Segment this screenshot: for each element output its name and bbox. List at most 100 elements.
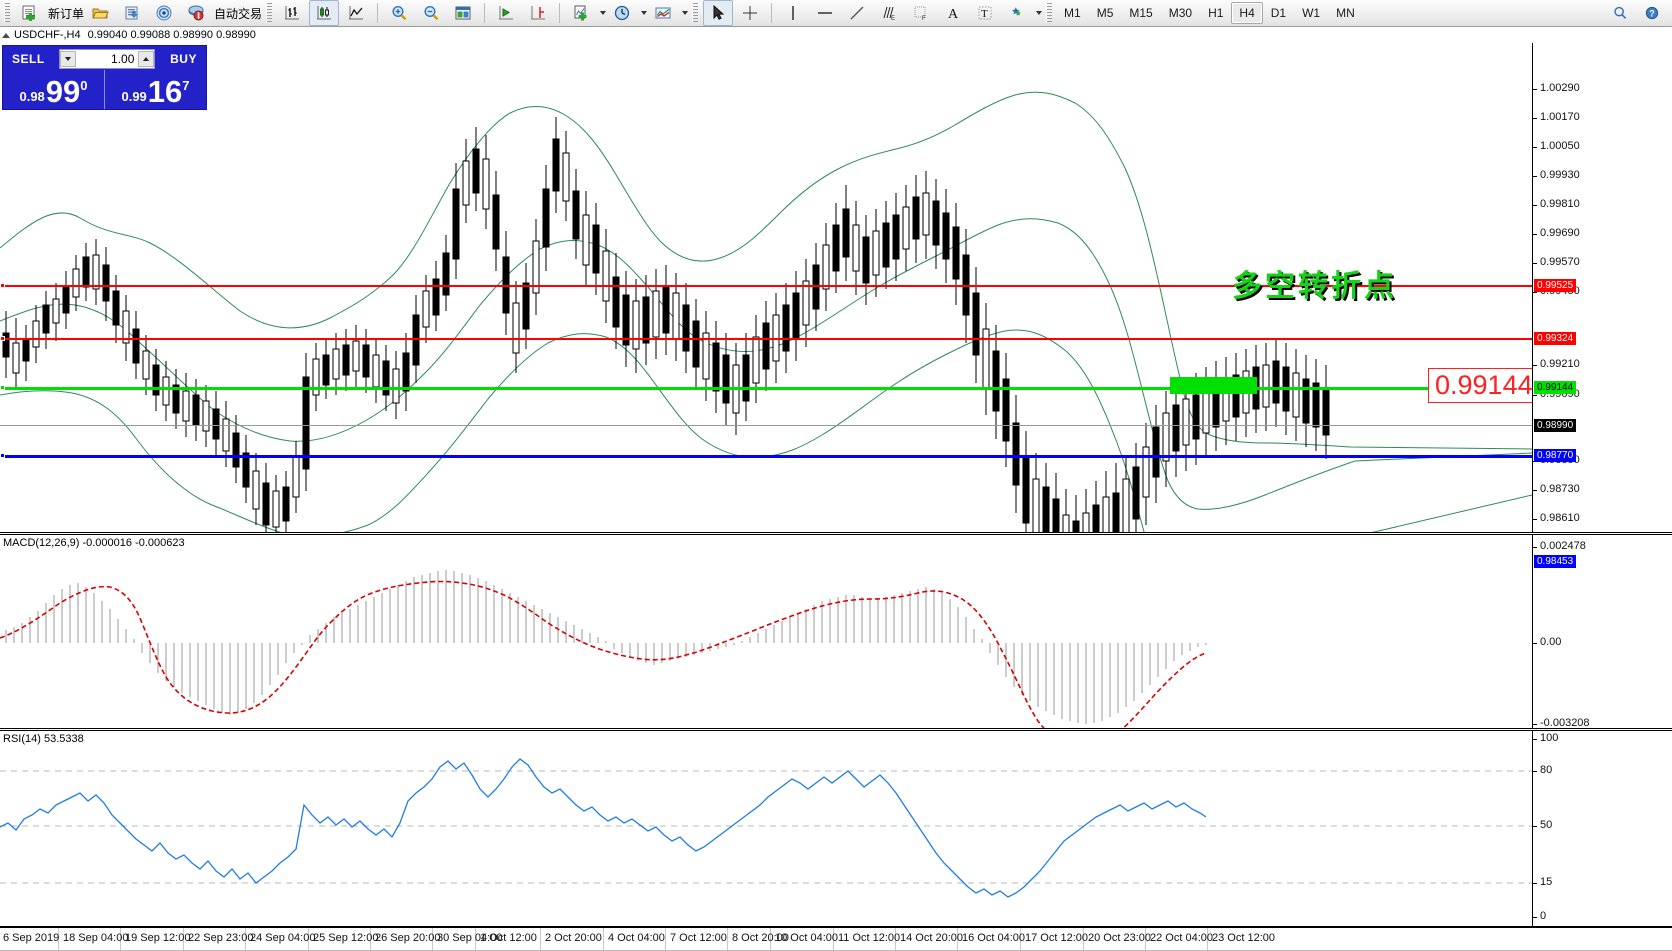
publish-button[interactable] (117, 0, 147, 26)
period-button[interactable] (607, 0, 637, 26)
toolbar-grip-3[interactable] (692, 3, 699, 23)
highlight-zone[interactable] (1170, 377, 1257, 394)
expert-advisors-button[interactable] (181, 0, 211, 26)
level-line-resistance-1[interactable] (0, 285, 1532, 287)
toolbar-separator-1 (377, 3, 379, 23)
bar-chart-button[interactable] (277, 0, 307, 26)
svg-text:A: A (948, 7, 959, 22)
shapes-button[interactable] (1002, 0, 1032, 26)
time-axis[interactable]: 6 Sep 2019 18 Sep 04:00 19 Sep 12:00 22 … (0, 927, 1672, 951)
level-line-support-1[interactable] (0, 455, 1532, 458)
bid-price-cell[interactable]: 0.98 99 0 (3, 70, 104, 109)
zoom-in-button[interactable] (384, 0, 414, 26)
lot-decrease-button[interactable] (60, 51, 77, 67)
templates-button[interactable] (648, 0, 678, 26)
rsi-plot[interactable] (0, 731, 1532, 926)
level-tag-pivot-green[interactable]: 0.99144 (1534, 381, 1577, 394)
channel-button[interactable]: F (906, 0, 936, 26)
search-button[interactable] (1605, 0, 1635, 26)
new-order-button[interactable] (15, 0, 45, 26)
cursor-button[interactable] (703, 0, 734, 26)
autotrade-label[interactable]: 自动交易 (214, 6, 263, 21)
level-tag-resistance-2[interactable]: 0.99324 (1534, 332, 1577, 345)
toolbar-grip[interactable] (4, 3, 10, 23)
level-tag-resistance-1[interactable]: 0.99525 (1534, 279, 1577, 292)
price-tick-label: 1.00170 (1540, 111, 1580, 123)
timeframe-mn[interactable]: MN (1336, 6, 1355, 20)
toolbar-grip-2[interactable] (266, 3, 273, 23)
price-plot[interactable]: 多空转折点 0.99144 (0, 43, 1532, 532)
price-chart-svg (0, 91, 1532, 532)
price-axis[interactable]: 1.00290 1.00170 1.00050 0.99930 0.99810 … (1532, 43, 1672, 582)
text-button[interactable]: A (938, 0, 968, 26)
zoom-out-button[interactable] (416, 0, 446, 26)
toolbar-grip-4[interactable] (1046, 3, 1053, 23)
price-tick-label: 0.99930 (1540, 169, 1580, 181)
time-label: 19 Sep 12:00 (125, 932, 191, 944)
line-chart-button[interactable] (341, 0, 371, 26)
timeframe-h1[interactable]: H1 (1208, 6, 1224, 20)
shapes-caret-icon[interactable] (1036, 11, 1043, 15)
macd-plot[interactable] (0, 535, 1532, 728)
level-anchor-support-1[interactable] (0, 453, 5, 458)
price-tick-label: 1.00290 (1540, 82, 1580, 94)
timeframe-h4[interactable]: H4 (1231, 2, 1263, 24)
timeframe-m5[interactable]: M5 (1096, 6, 1114, 20)
level-anchor-resistance-1[interactable] (0, 283, 5, 288)
level-tag-support-2[interactable]: 0.98453 (1534, 555, 1577, 568)
timeframe-m1[interactable]: M1 (1064, 6, 1081, 20)
chart-window-button[interactable] (448, 0, 478, 26)
current-price-line (0, 425, 1532, 426)
level-anchor-pivot-green[interactable] (0, 385, 5, 390)
timeframe-m15[interactable]: M15 (1129, 6, 1153, 20)
add-indicator-caret-icon[interactable] (600, 11, 607, 15)
timeframe-m30[interactable]: M30 (1168, 6, 1193, 20)
ask-price-fraction: 7 (182, 78, 190, 93)
price-callout-box[interactable]: 0.99144 (1428, 368, 1532, 403)
horizontal-line-button[interactable] (810, 0, 840, 26)
ask-price-cell[interactable]: 0.99 16 7 (104, 70, 206, 109)
chevron-down-icon (65, 57, 72, 61)
trendline-button[interactable] (842, 0, 872, 26)
folder-button[interactable] (85, 0, 115, 26)
add-indicator-button[interactable] (566, 0, 596, 26)
fibonacci-button[interactable]: E (874, 0, 904, 26)
time-label: 14 Oct 20:00 (900, 932, 963, 944)
buy-button[interactable]: BUY (170, 52, 197, 66)
macd-chart-svg (0, 570, 1207, 728)
chart-annotation-text[interactable]: 多空转折点 (1232, 269, 1397, 304)
rsi-tick-label: 50 (1540, 819, 1553, 831)
timeframe-w1[interactable]: W1 (1302, 6, 1321, 20)
help-button[interactable]: ? (1637, 0, 1667, 26)
signal-button[interactable] (149, 0, 179, 26)
rsi-axis[interactable]: 100 80 50 15 0 (1532, 731, 1672, 926)
templates-icon (655, 7, 671, 19)
crosshair-button[interactable] (735, 0, 765, 26)
period-caret-icon[interactable] (641, 11, 648, 15)
text-icon: A (948, 7, 959, 22)
level-line-resistance-2[interactable] (0, 338, 1532, 340)
lot-increase-button[interactable] (138, 51, 155, 67)
level-line-pivot-green[interactable] (0, 387, 1532, 390)
timeframe-d1[interactable]: D1 (1270, 6, 1287, 20)
level-anchor-resistance-2[interactable] (0, 336, 5, 341)
new-order-label[interactable]: 新订单 (48, 6, 85, 21)
bid-price-prefix: 0.98 (19, 89, 45, 104)
rsi-chart-svg (0, 758, 1532, 898)
auto-scroll-button[interactable] (491, 0, 521, 26)
macd-histogram (5, 570, 1207, 724)
collapse-triangle-icon[interactable] (2, 32, 10, 38)
lot-size-stepper[interactable]: 1.00 (59, 49, 156, 69)
vertical-line-button[interactable] (778, 0, 808, 26)
time-separator (1145, 928, 1146, 951)
toolbar-separator-2 (484, 3, 486, 23)
zoom-out-icon (424, 5, 439, 21)
sell-button[interactable]: SELL (12, 52, 45, 66)
templates-caret-icon[interactable] (682, 11, 689, 15)
time-separator (245, 928, 246, 951)
chart-shift-button[interactable] (523, 0, 553, 26)
level-tag-support-1[interactable]: 0.98770 (1534, 449, 1577, 462)
label-button[interactable]: T (970, 0, 1000, 26)
lot-size-input[interactable]: 1.00 (111, 52, 135, 66)
candlestick-button[interactable] (309, 0, 340, 26)
